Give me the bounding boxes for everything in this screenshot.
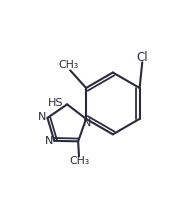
Text: HS: HS <box>48 98 63 109</box>
Text: N: N <box>45 136 54 146</box>
Text: N: N <box>38 112 47 122</box>
Text: CH₃: CH₃ <box>69 156 89 166</box>
Text: N: N <box>83 118 91 128</box>
Text: Cl: Cl <box>137 51 148 64</box>
Text: CH₃: CH₃ <box>58 60 78 70</box>
